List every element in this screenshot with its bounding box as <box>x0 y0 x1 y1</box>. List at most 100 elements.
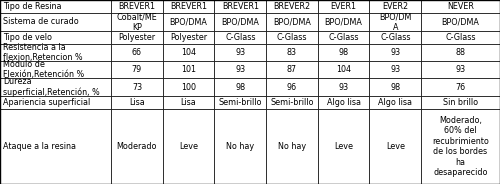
Text: C-Glass: C-Glass <box>328 33 359 42</box>
Bar <box>0 61 111 78</box>
Bar <box>163 0 214 13</box>
Text: 93: 93 <box>390 65 400 74</box>
Bar <box>370 109 421 184</box>
Text: 76: 76 <box>456 83 466 91</box>
Text: Algo lisa: Algo lisa <box>326 98 360 107</box>
Bar <box>318 96 370 109</box>
Text: BPO/DMA: BPO/DMA <box>442 17 480 26</box>
Bar <box>0 31 111 44</box>
Bar <box>163 61 214 78</box>
Text: C-Glass: C-Glass <box>276 33 307 42</box>
Bar <box>0 0 111 13</box>
Text: BREVER2: BREVER2 <box>274 2 310 11</box>
Bar <box>214 31 266 44</box>
Bar <box>266 0 318 13</box>
Text: 98: 98 <box>390 83 400 91</box>
Bar <box>421 0 500 13</box>
Text: Tipo de velo: Tipo de velo <box>3 33 52 42</box>
Bar <box>214 96 266 109</box>
Bar <box>214 78 266 96</box>
Text: EVER1: EVER1 <box>330 2 356 11</box>
Bar <box>266 109 318 184</box>
Bar <box>0 78 111 96</box>
Bar <box>421 13 500 31</box>
Bar <box>163 96 214 109</box>
Bar <box>111 61 163 78</box>
Text: Ataque a la resina: Ataque a la resina <box>3 142 76 151</box>
Bar <box>0 44 111 61</box>
Bar <box>318 78 370 96</box>
Text: 73: 73 <box>132 83 142 91</box>
Text: NEVER: NEVER <box>447 2 474 11</box>
Bar <box>111 31 163 44</box>
Text: BPO/DMA: BPO/DMA <box>222 17 259 26</box>
Bar <box>0 13 111 31</box>
Bar <box>266 61 318 78</box>
Bar <box>214 13 266 31</box>
Text: 66: 66 <box>132 48 142 57</box>
Text: Resistencia a la
flexion,Retencion %: Resistencia a la flexion,Retencion % <box>3 43 82 62</box>
Text: Dureza
superficial,Retención, %: Dureza superficial,Retención, % <box>3 77 100 97</box>
Bar <box>111 13 163 31</box>
Bar <box>421 61 500 78</box>
Text: Apariencia superficial: Apariencia superficial <box>3 98 90 107</box>
Bar <box>163 13 214 31</box>
Bar <box>370 13 421 31</box>
Text: Lisa: Lisa <box>129 98 145 107</box>
Bar <box>111 78 163 96</box>
Bar <box>370 78 421 96</box>
Text: BREVER1: BREVER1 <box>222 2 259 11</box>
Bar <box>266 96 318 109</box>
Bar <box>266 31 318 44</box>
Text: Leve: Leve <box>179 142 198 151</box>
Bar <box>318 31 370 44</box>
Bar <box>318 13 370 31</box>
Text: Sin brillo: Sin brillo <box>443 98 478 107</box>
Text: 93: 93 <box>235 65 246 74</box>
Bar <box>0 109 111 184</box>
Text: C-Glass: C-Glass <box>225 33 256 42</box>
Text: 98: 98 <box>235 83 246 91</box>
Text: 104: 104 <box>181 48 196 57</box>
Text: 93: 93 <box>390 48 400 57</box>
Text: Cobalt/ME
KP: Cobalt/ME KP <box>116 12 158 32</box>
Bar <box>111 44 163 61</box>
Text: 98: 98 <box>338 48 348 57</box>
Text: Algo lisa: Algo lisa <box>378 98 412 107</box>
Text: Leve: Leve <box>386 142 405 151</box>
Text: Polyester: Polyester <box>170 33 207 42</box>
Text: 96: 96 <box>287 83 297 91</box>
Text: 88: 88 <box>456 48 466 57</box>
Bar <box>111 109 163 184</box>
Text: 83: 83 <box>287 48 297 57</box>
Bar <box>111 0 163 13</box>
Text: BPO/DMA: BPO/DMA <box>324 17 362 26</box>
Text: 87: 87 <box>287 65 297 74</box>
Bar <box>370 61 421 78</box>
Bar <box>370 44 421 61</box>
Text: Sistema de curado: Sistema de curado <box>3 17 79 26</box>
Bar <box>214 0 266 13</box>
Bar <box>266 44 318 61</box>
Text: Polyester: Polyester <box>118 33 156 42</box>
Bar <box>370 31 421 44</box>
Text: Módulo de
Flexión,Retención %: Módulo de Flexión,Retención % <box>3 60 84 79</box>
Bar <box>214 44 266 61</box>
Bar <box>421 78 500 96</box>
Text: Semi-brillo: Semi-brillo <box>270 98 314 107</box>
Text: BREVER1: BREVER1 <box>118 2 156 11</box>
Bar <box>318 109 370 184</box>
Bar <box>421 96 500 109</box>
Bar <box>421 31 500 44</box>
Bar <box>370 0 421 13</box>
Bar <box>214 109 266 184</box>
Text: 93: 93 <box>338 83 348 91</box>
Bar <box>370 96 421 109</box>
Text: No hay: No hay <box>278 142 306 151</box>
Text: Semi-brillo: Semi-brillo <box>218 98 262 107</box>
Bar <box>111 96 163 109</box>
Text: BREVER1: BREVER1 <box>170 2 207 11</box>
Bar <box>318 61 370 78</box>
Text: Moderado: Moderado <box>116 142 157 151</box>
Bar <box>421 44 500 61</box>
